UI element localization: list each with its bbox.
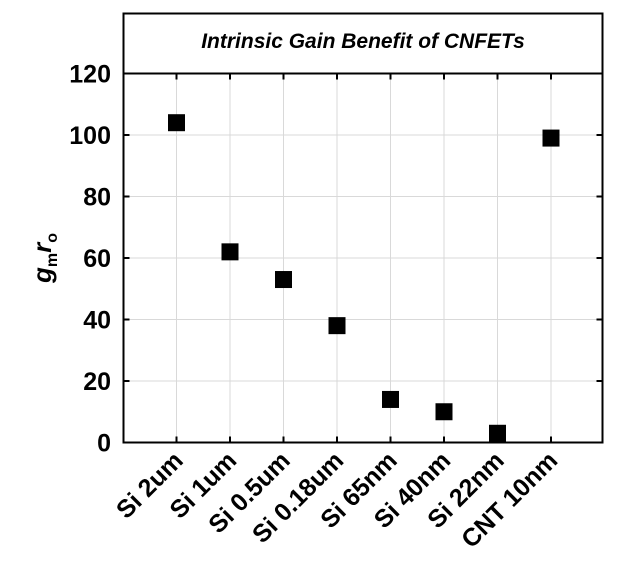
data-point	[382, 390, 399, 408]
y-tick-label: 120	[69, 61, 111, 89]
y-label-r: r	[27, 241, 57, 253]
data-point	[275, 271, 292, 289]
y-tick-label: 80	[83, 184, 111, 212]
axis-ticks	[123, 72, 603, 444]
y-axis-label: gmro	[27, 233, 61, 284]
data-point	[542, 129, 560, 147]
grid-lines	[123, 73, 603, 443]
title-box	[122, 12, 604, 75]
y-label-sub-o: o	[44, 233, 61, 243]
y-tick-label: 60	[83, 245, 111, 273]
y-tick-label: 40	[83, 307, 111, 335]
y-label-g: g	[27, 267, 57, 284]
data-point	[328, 317, 346, 335]
y-tick-label: 0	[97, 430, 111, 458]
data-point	[489, 424, 506, 442]
y-tick-label: 100	[69, 122, 111, 150]
data-point	[221, 243, 239, 261]
y-tick-label: 20	[83, 368, 111, 396]
data-points	[168, 114, 560, 442]
chart-title: Intrinsic Gain Benefit of CNFETs	[201, 30, 525, 53]
data-point	[168, 114, 185, 132]
y-label-sub-m: m	[44, 253, 61, 267]
data-point	[435, 403, 453, 421]
y-tick-labels: 0 20 40 60 80 100 120	[69, 61, 111, 458]
